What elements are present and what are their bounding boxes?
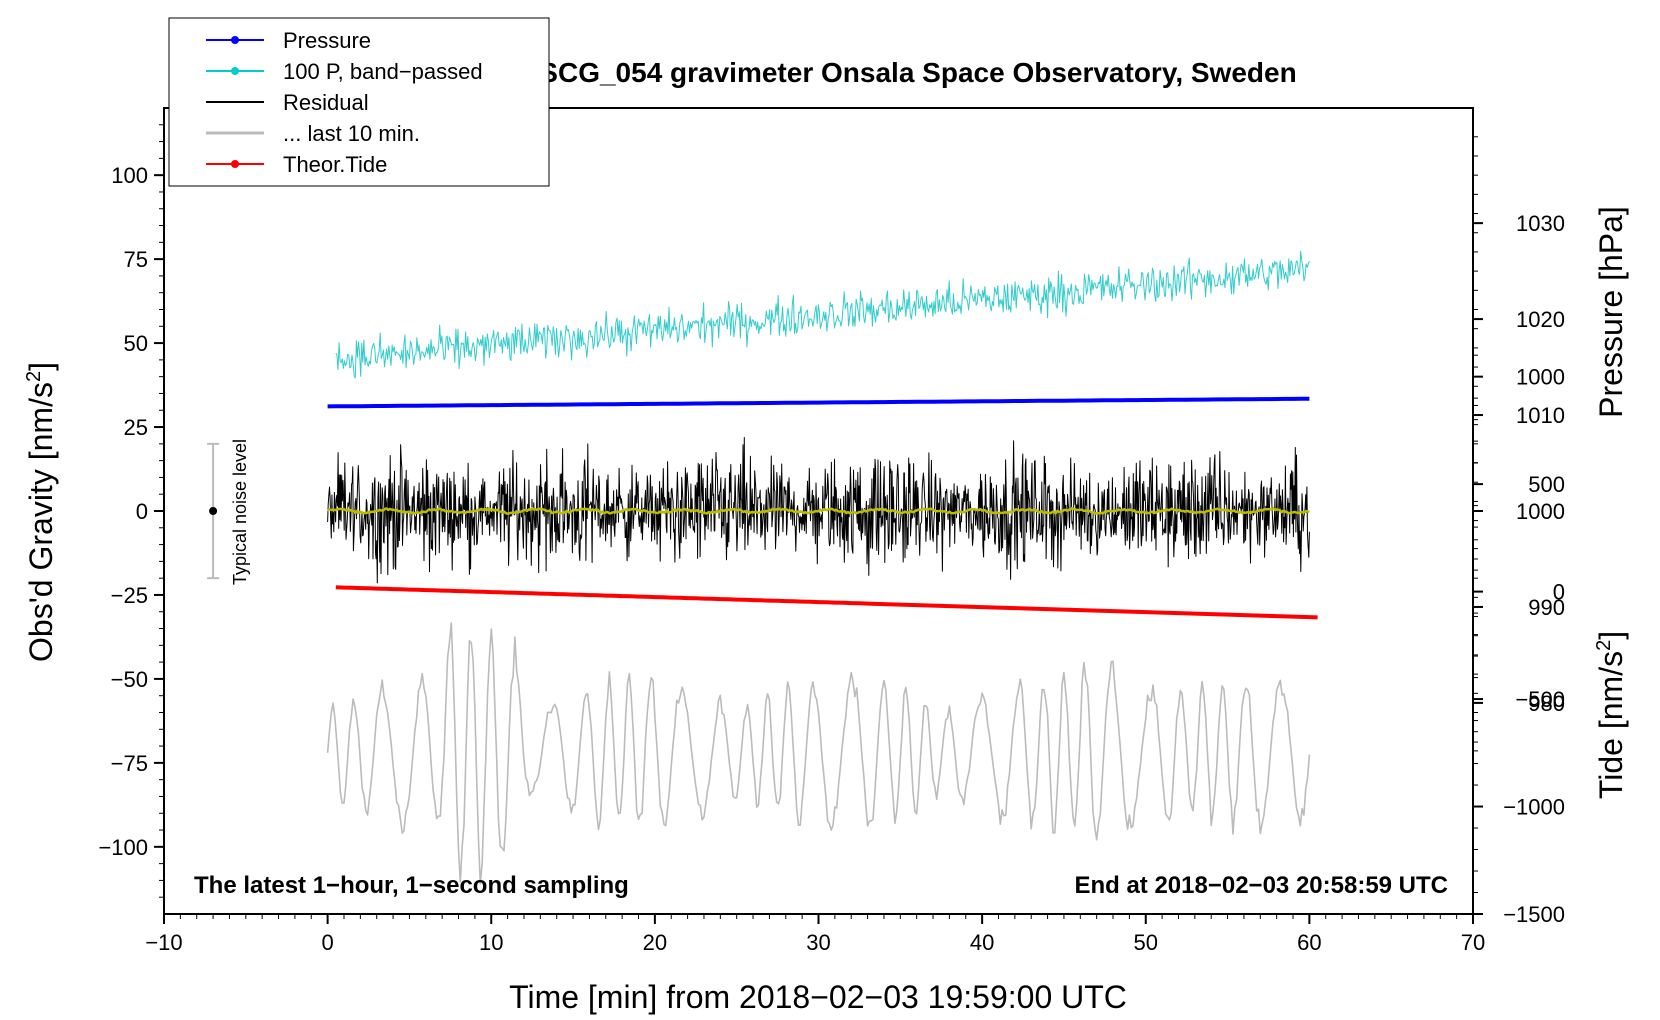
x-tick-label: 50 (1134, 930, 1158, 955)
legend-label: ... last 10 min. (283, 121, 420, 146)
legend-label: Theor.Tide (283, 152, 387, 177)
y-left-tick-label: −50 (111, 667, 148, 692)
legend-marker (231, 36, 239, 44)
x-axis-ticks: −10 0 10 20 30 40 50 60 70 (145, 914, 1485, 955)
x-axis-title: Time [min] from 2018−02−03 19:59:00 UTC (509, 979, 1127, 1015)
legend-marker (231, 160, 239, 168)
tide-tick-label: 500 (1528, 472, 1565, 497)
pressure-tick-label: 1020 (1516, 307, 1565, 332)
annotation-bottom-left: The latest 1−hour, 1−second sampling (194, 872, 629, 899)
series-pressure (327, 396, 1310, 409)
x-tick-label: 30 (806, 930, 830, 955)
series-last-10-min (326, 622, 1311, 885)
y-axis-left-title: Obs'd Gravity [nm/s2] (23, 362, 59, 662)
y-left-tick-label: −75 (111, 751, 148, 776)
y-left-title-end: ] (23, 362, 59, 371)
legend-marker (231, 67, 239, 75)
pressure-tick-label: 1030 (1516, 211, 1565, 236)
legend: Pressure 100 P, band−passed Residual ... la… (206, 28, 483, 177)
noise-level-label: Typical noise level (230, 439, 250, 585)
y-left-title-sup: 2 (23, 371, 45, 382)
tide-tick-label: −1000 (1503, 795, 1565, 820)
y-left-tick-label: 0 (136, 499, 148, 524)
x-tick-label: 60 (1297, 930, 1321, 955)
noise-level-marker (207, 442, 220, 580)
x-tick-label: 70 (1461, 930, 1485, 955)
tide-title-end: ] (1593, 631, 1629, 640)
y-left-tick-label: 25 (124, 415, 148, 440)
legend-label: 100 P, band−passed (283, 59, 483, 84)
series-residual-smoothed (327, 506, 1310, 515)
y-left-title-main: Obs'd Gravity [nm/s (23, 382, 59, 662)
tide-title-sup: 2 (1593, 640, 1615, 651)
y-left-tick-label: 100 (111, 163, 148, 188)
tide-tick-label: −500 (1515, 687, 1565, 712)
left-axis-ticks: 100 75 50 25 0 −25 −50 −75 −100 (98, 124, 164, 898)
legend-label: Pressure (283, 28, 371, 53)
y-axis-tide-title: Tide [nm/s2] (1593, 631, 1629, 799)
series-bandpassed-pressure (335, 250, 1310, 379)
tide-tick-label: −1500 (1503, 902, 1565, 927)
x-tick-label: 10 (479, 930, 503, 955)
series-layer (326, 250, 1318, 885)
series-residual (327, 437, 1310, 584)
pressure-tick-label: 980 (1528, 691, 1565, 716)
y-left-tick-label: 50 (124, 331, 148, 356)
x-tick-label: 40 (970, 930, 994, 955)
tide-tick-label: 1000 (1516, 365, 1565, 390)
y-left-tick-label: −100 (98, 835, 148, 860)
pressure-axis-ticks: 1030 1020 1010 1000 990 980 (1473, 136, 1565, 752)
annotation-bottom-right: End at 2018−02−03 20:58:59 UTC (1074, 872, 1448, 899)
y-left-tick-label: −25 (111, 583, 148, 608)
x-tick-label: 20 (643, 930, 667, 955)
y-axis-pressure-title: Pressure [hPa] (1593, 206, 1629, 418)
pressure-tick-label: 1000 (1516, 499, 1565, 524)
x-tick-label: 0 (322, 930, 334, 955)
tide-tick-label: 0 (1553, 580, 1565, 605)
legend-label: Residual (283, 90, 369, 115)
series-theoretical-tide (335, 585, 1318, 620)
tide-title-main: Tide [nm/s (1593, 651, 1629, 799)
pressure-tick-label: 990 (1528, 595, 1565, 620)
y-left-tick-label: 75 (124, 247, 148, 272)
noise-level-dot (209, 507, 218, 515)
chart-title: SCG_054 gravimeter Onsala Space Observat… (539, 57, 1296, 88)
x-tick-label: −10 (145, 930, 182, 955)
pressure-tick-label: 1010 (1516, 403, 1565, 428)
